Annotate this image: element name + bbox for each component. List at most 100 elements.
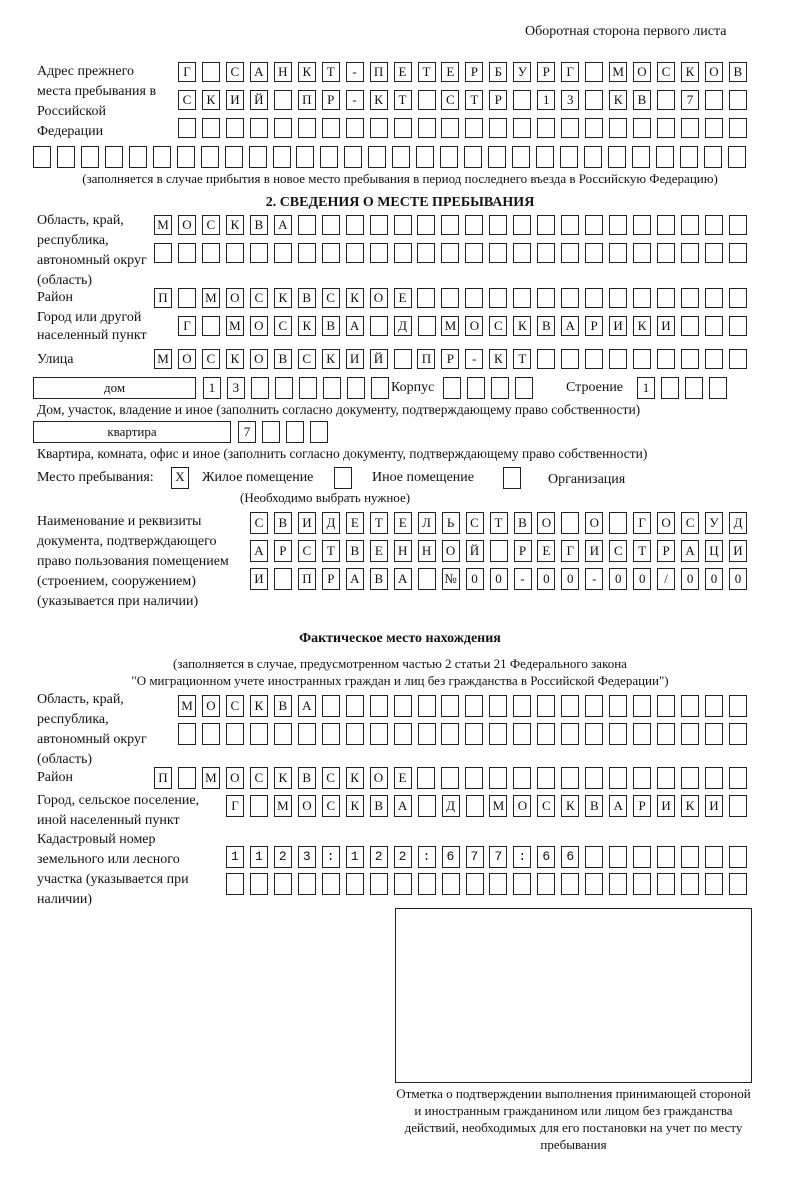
street-cell[interactable]: Т [513,349,532,369]
building-cell[interactable] [708,377,727,399]
district-cell[interactable]: С [321,288,340,308]
region-cell[interactable] [441,215,460,235]
actual-district-cell[interactable] [177,767,196,789]
doc-cell[interactable]: С [297,540,316,562]
actual-region-cell[interactable] [561,723,580,745]
cadastre-cell[interactable] [585,846,604,868]
actual-city-cell[interactable]: К [561,795,580,817]
prev-address-cell[interactable] [321,118,340,138]
apt-number-cell[interactable] [261,421,280,443]
doc-cell[interactable]: Ц [705,540,723,562]
doc-cell[interactable]: 0 [633,568,652,590]
city-cell[interactable]: М [441,316,460,336]
city-cell[interactable]: Г [178,316,196,336]
city-cell[interactable] [681,316,699,336]
house-type-field[interactable]: дом [33,377,196,399]
cadastre-cell[interactable] [705,873,723,895]
region-cell[interactable] [513,215,532,235]
stay-checkbox-other[interactable] [334,467,352,489]
prev-address-cell[interactable]: Е [393,62,412,82]
apt-number-cell[interactable] [309,421,328,443]
prev-address-cell[interactable] [297,118,316,138]
region-cell[interactable] [537,215,556,235]
prev-address-cell[interactable] [655,146,674,168]
house-number-cell[interactable] [298,377,317,399]
prev-address-cell[interactable] [679,146,698,168]
region-cell[interactable] [369,215,388,235]
cadastre-cell[interactable] [369,873,388,895]
house-number-cell[interactable] [346,377,365,399]
district-cell[interactable]: С [249,288,268,308]
actual-region-cell[interactable]: С [225,695,244,717]
apt-number-cell[interactable] [285,421,304,443]
region-cell[interactable] [561,215,580,235]
district-cell[interactable] [465,288,484,308]
actual-region-cell[interactable] [465,723,484,745]
prev-address-cell[interactable] [273,90,292,110]
doc-cell[interactable]: 0 [681,568,700,590]
prev-address-cell[interactable] [631,146,650,168]
actual-region-cell[interactable] [417,723,436,745]
cadastre-cell[interactable] [321,846,340,868]
prev-address-cell[interactable]: 3 [561,90,580,110]
region-cell[interactable] [177,243,196,263]
actual-city-cell[interactable]: Г [226,795,244,817]
doc-cell[interactable]: В [513,512,532,534]
prev-address-cell[interactable] [609,118,628,138]
doc-cell[interactable]: С [681,512,700,534]
actual-region-cell[interactable] [537,695,556,717]
region-cell[interactable] [297,215,316,235]
cadastre-cell[interactable] [273,873,292,895]
actual-region-cell[interactable]: М [178,695,196,717]
doc-cell[interactable]: С [465,512,484,534]
prev-address-cell[interactable]: К [369,90,388,110]
actual-city-cell[interactable]: Р [633,795,652,817]
prev-address-cell[interactable] [513,118,532,138]
actual-district-cell[interactable] [513,767,532,789]
cadastre-cell[interactable] [465,846,484,868]
actual-district-cell[interactable]: О [225,767,244,789]
doc-cell[interactable]: П [297,568,316,590]
actual-region-cell[interactable] [585,695,604,717]
street-cell[interactable]: П [417,349,436,369]
prev-address-cell[interactable] [369,118,388,138]
actual-region-cell[interactable] [704,723,723,745]
doc-cell[interactable]: А [393,568,412,590]
prev-address-cell[interactable] [104,146,123,168]
doc-cell[interactable] [273,568,292,590]
actual-district-cell[interactable]: С [249,767,268,789]
actual-district-cell[interactable] [704,767,723,789]
region-cell[interactable]: А [273,215,292,235]
prev-address-cell[interactable] [80,146,99,168]
prev-address-cell[interactable] [537,118,556,138]
doc-cell[interactable]: Р [273,540,292,562]
street-cell[interactable] [537,349,556,369]
doc-cell[interactable]: Л [417,512,436,534]
district-cell[interactable]: О [369,288,388,308]
actual-region-cell[interactable] [321,723,340,745]
prev-address-cell[interactable] [249,118,268,138]
district-cell[interactable] [657,288,675,308]
region-cell[interactable] [657,215,675,235]
cadastre-cell[interactable] [561,873,580,895]
doc-cell[interactable]: В [369,568,388,590]
prev-address-cell[interactable] [33,146,51,168]
district-cell[interactable]: Е [393,288,412,308]
actual-district-cell[interactable]: С [321,767,340,789]
actual-region-cell[interactable] [273,723,292,745]
doc-cell[interactable]: Т [489,512,508,534]
region-cell[interactable] [704,215,723,235]
apt-number-cell[interactable]: 7 [238,421,256,443]
cadastre-cell[interactable] [657,873,676,895]
city-cell[interactable] [704,316,723,336]
actual-region-cell[interactable] [609,695,628,717]
prev-address-cell[interactable] [176,146,195,168]
actual-district-cell[interactable] [561,767,580,789]
cadastre-cell[interactable] [681,846,699,868]
doc-cell[interactable]: / [657,568,676,590]
prev-address-cell[interactable]: С [441,90,460,110]
building-cell[interactable] [684,377,703,399]
actual-city-cell[interactable]: М [273,795,292,817]
doc-cell[interactable]: Д [729,512,747,534]
cadastre-cell[interactable] [417,873,436,895]
